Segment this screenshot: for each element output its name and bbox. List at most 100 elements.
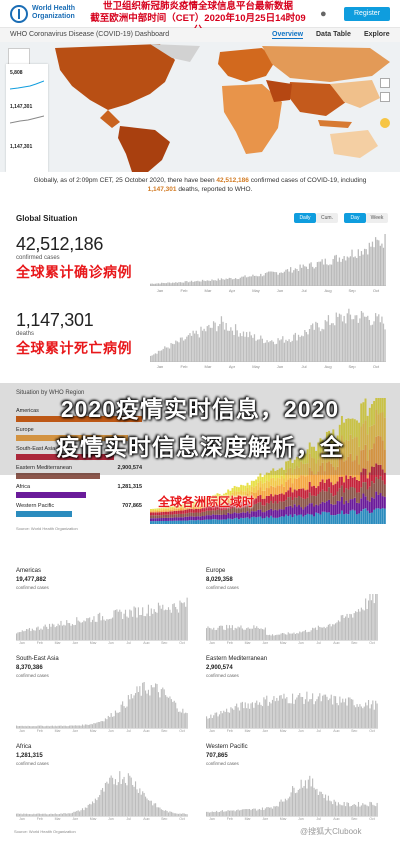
small-multiple-bar	[30, 631, 32, 640]
region-stack-segment	[291, 473, 294, 484]
x-tick-label: Mar	[245, 729, 252, 732]
region-stack-segment	[317, 513, 320, 524]
toggle-week[interactable]: Week	[366, 213, 388, 223]
global-cases-cn-label: 全球累计确诊病例	[16, 264, 132, 280]
small-multiple-bar	[50, 626, 52, 640]
small-multiple-bar	[38, 813, 41, 816]
small-multiple-bar	[56, 726, 58, 728]
region-stack-segment	[235, 508, 238, 514]
small-multiple-bar	[170, 699, 172, 728]
region-stack-segment	[220, 514, 223, 520]
tab-overview[interactable]: Overview	[272, 31, 304, 39]
tab-explore[interactable]: Explore	[364, 31, 390, 38]
region-stack-segment	[358, 446, 361, 465]
small-multiple-chart[interactable]: Jan Feb Mar Apr May Jun Jul Aug Sep Oct	[16, 680, 188, 732]
small-multiple-bar	[54, 725, 56, 728]
small-multiple-bar	[47, 628, 49, 640]
small-multiple-bar	[287, 703, 289, 728]
small-multiple-bar	[163, 810, 165, 816]
region-stack-segment	[259, 495, 262, 503]
world-map[interactable]: 5,808 1,147,301 1,147,301	[0, 42, 400, 172]
global-cases-chart[interactable]	[150, 232, 386, 286]
region-row[interactable]: Americas	[16, 408, 142, 422]
region-row[interactable]: Africa 1,281,315	[16, 484, 142, 498]
x-tick-label: Aug	[324, 364, 331, 369]
panel-value-2: 1,147,301	[10, 104, 33, 110]
toggle-cumulative[interactable]: Cum.	[316, 213, 338, 223]
small-multiple-chart[interactable]: Jan Feb Mar Apr May Jun Jul Aug Sep Oct	[206, 768, 378, 820]
small-multiple-chart[interactable]: Jan Feb Mar Apr May Jun Jul Aug Sep Oct	[16, 768, 188, 820]
cases-bar	[208, 280, 210, 286]
tab-data-table[interactable]: Data Table	[316, 31, 351, 38]
region-stack-segment	[171, 509, 174, 512]
small-multiple-bar	[175, 702, 177, 728]
region-row[interactable]: South-East Asia	[16, 446, 142, 460]
region-stacked-chart[interactable]	[150, 398, 386, 524]
region-stack-segment	[237, 496, 240, 503]
deaths-bar	[308, 328, 311, 362]
region-row[interactable]: Western Pacific 707,865	[16, 503, 142, 517]
region-stack-segment	[265, 487, 268, 496]
small-multiple-bar	[226, 708, 228, 728]
small-multiple-bar	[316, 788, 318, 816]
small-multiple-bar	[124, 782, 127, 816]
small-multiple-bar	[352, 617, 354, 640]
cases-bar	[263, 275, 265, 286]
region-stack-segment	[233, 512, 236, 519]
region-row[interactable]: Eastern Mediterranean 2,900,574	[16, 465, 142, 479]
x-tick-label: Feb	[37, 817, 43, 820]
who-logo-icon[interactable]	[10, 5, 28, 23]
region-stack-segment	[255, 498, 258, 504]
region-stack-segment	[214, 494, 217, 499]
cases-bar	[354, 256, 356, 286]
region-row[interactable]: Europe	[16, 427, 142, 441]
region-stack-segment	[222, 519, 225, 524]
small-multiple-bar	[350, 614, 352, 640]
region-row-bar	[16, 416, 142, 422]
small-multiple-bar	[81, 808, 84, 816]
small-multiple-chart[interactable]: Jan Feb Mar Apr May Jun Jul Aug Sep Oct	[206, 680, 378, 732]
small-multiple-chart[interactable]: Jan Feb Mar Apr May Jun Jul Aug Sep Oct	[16, 592, 188, 644]
region-source: Source: World Health Organization	[16, 526, 78, 531]
small-multiple-chart[interactable]: Jan Feb Mar Apr May Jun Jul Aug Sep Oct	[206, 592, 378, 644]
region-stack-segment	[173, 510, 176, 515]
map-home-icon[interactable]	[380, 118, 390, 128]
region-stack-segment	[370, 404, 373, 426]
toggle-day[interactable]: Day	[344, 213, 366, 223]
region-stack-segment	[177, 520, 180, 524]
small-multiple-bar	[139, 788, 141, 816]
small-multiple-bar	[241, 701, 243, 728]
zoom-in-button[interactable]	[380, 78, 390, 88]
global-deaths-label: deaths	[16, 331, 35, 337]
deaths-bar	[260, 335, 262, 362]
footer-watermark: @搜狐大Clubook	[300, 827, 362, 836]
region-stack-segment	[199, 512, 202, 517]
toggle-daily[interactable]: Daily	[294, 213, 316, 223]
region-stack-segment	[229, 513, 232, 519]
small-multiple-bar	[280, 633, 282, 640]
small-multiple-bar	[217, 716, 219, 728]
deaths-bar	[381, 316, 383, 362]
zoom-out-button[interactable]	[380, 92, 390, 102]
deaths-bar	[286, 341, 289, 362]
cases-bar	[223, 279, 226, 286]
region-stack-segment	[285, 499, 288, 507]
small-multiple-bar	[102, 721, 104, 728]
region-stack-segment	[323, 482, 326, 492]
region-stack-segment	[325, 512, 328, 524]
global-deaths-chart[interactable]	[150, 306, 386, 362]
region-stack-segment	[280, 509, 283, 517]
small-multiple-bar	[33, 726, 35, 728]
x-tick-label: Apr	[229, 288, 236, 293]
register-button[interactable]: Register	[344, 7, 390, 21]
small-multiple-bar	[77, 620, 79, 640]
small-multiple-bar	[129, 609, 131, 640]
cases-bar	[211, 279, 213, 286]
small-multiple-bar	[299, 693, 301, 728]
region-stack-segment	[169, 520, 172, 524]
bell-icon[interactable]: ●	[320, 8, 327, 20]
region-stack-segment	[366, 460, 369, 479]
small-multiple-bar	[346, 802, 348, 816]
deaths-bar	[189, 333, 191, 362]
region-stack-segment	[240, 512, 243, 518]
